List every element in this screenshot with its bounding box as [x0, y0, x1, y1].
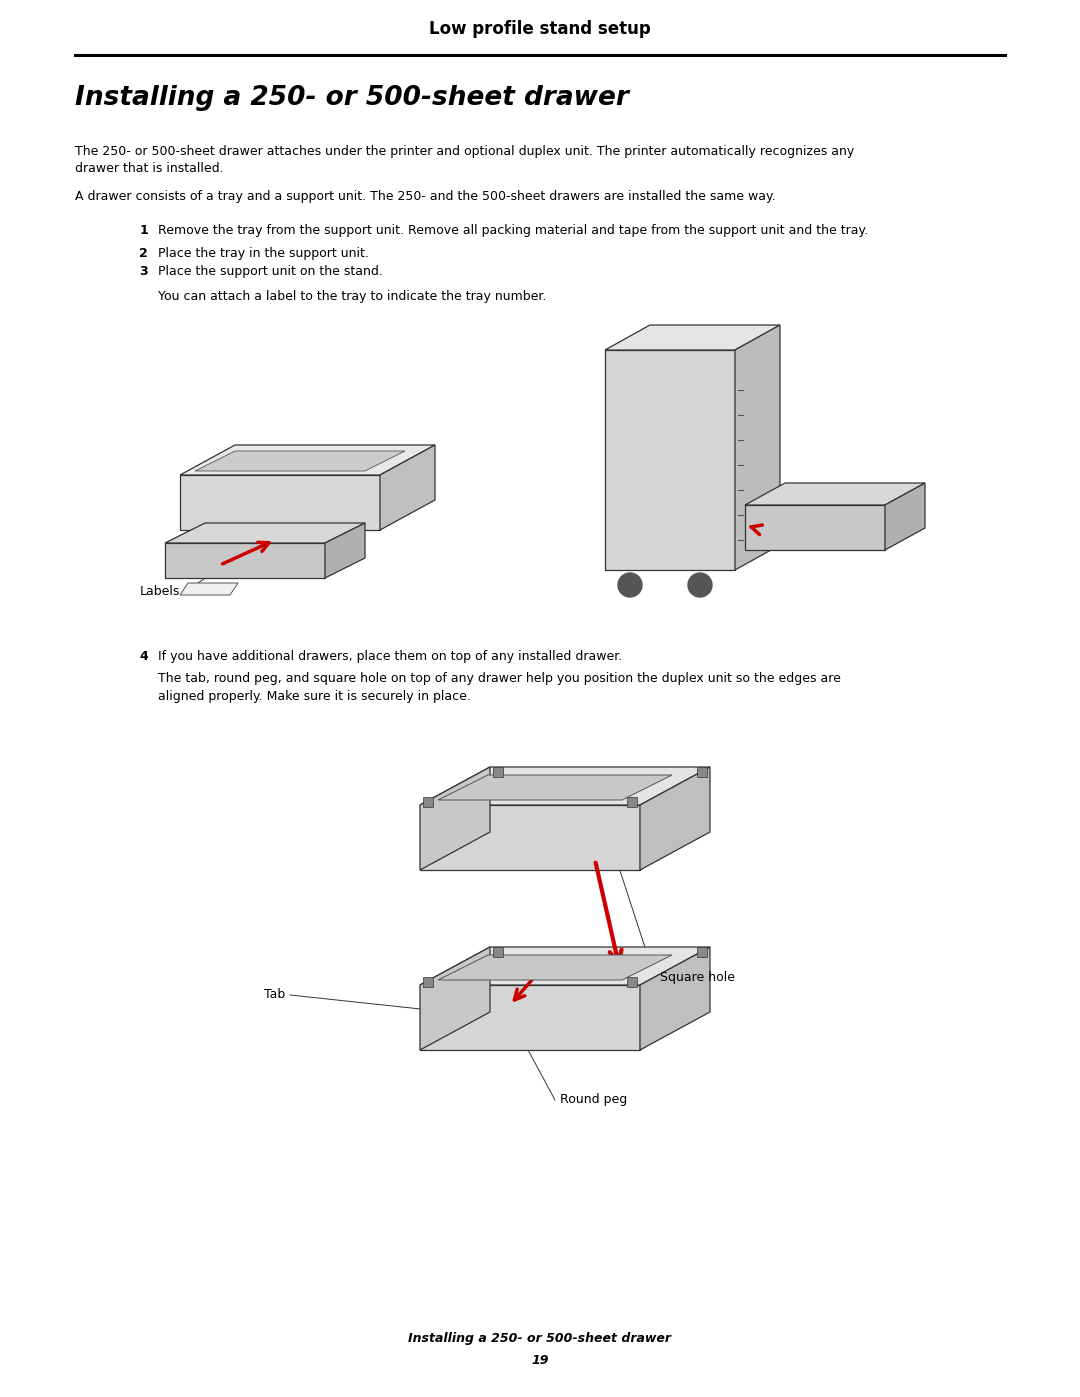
Bar	[423, 798, 433, 807]
Polygon shape	[380, 446, 435, 529]
Text: 1: 1	[139, 224, 148, 237]
Text: Installing a 250- or 500-sheet drawer: Installing a 250- or 500-sheet drawer	[408, 1331, 672, 1345]
Text: 4: 4	[139, 650, 148, 664]
Text: Low profile stand setup: Low profile stand setup	[429, 20, 651, 38]
Text: The tab, round peg, and square hole on top of any drawer help you position the d: The tab, round peg, and square hole on t…	[158, 672, 841, 685]
Polygon shape	[605, 326, 780, 351]
Text: Place the support unit on the stand.: Place the support unit on the stand.	[158, 265, 383, 278]
Polygon shape	[420, 767, 710, 805]
Text: Labels: Labels	[140, 585, 180, 598]
Circle shape	[688, 573, 712, 597]
Text: 2: 2	[139, 247, 148, 260]
Bar	[492, 767, 503, 777]
Bar	[697, 947, 707, 957]
Polygon shape	[605, 351, 735, 570]
Polygon shape	[735, 326, 780, 570]
Polygon shape	[180, 446, 435, 475]
Text: You can attach a label to the tray to indicate the tray number.: You can attach a label to the tray to in…	[158, 291, 546, 303]
Text: Remove the tray from the support unit. Remove all packing material and tape from: Remove the tray from the support unit. R…	[158, 224, 868, 237]
Text: Tab: Tab	[264, 989, 285, 1002]
Polygon shape	[195, 451, 405, 471]
Text: drawer that is installed.: drawer that is installed.	[75, 162, 224, 175]
Text: 19: 19	[531, 1354, 549, 1368]
Polygon shape	[640, 767, 710, 870]
Polygon shape	[165, 522, 365, 543]
Bar	[627, 977, 637, 988]
Polygon shape	[165, 543, 325, 578]
Polygon shape	[745, 504, 885, 550]
Circle shape	[618, 573, 642, 597]
Polygon shape	[180, 475, 380, 529]
Text: 3: 3	[139, 265, 148, 278]
Polygon shape	[180, 583, 238, 595]
Polygon shape	[420, 805, 640, 870]
Text: Round peg: Round peg	[561, 1094, 627, 1106]
Polygon shape	[325, 522, 365, 578]
Text: If you have additional drawers, place them on top of any installed drawer.: If you have additional drawers, place th…	[158, 650, 622, 664]
Polygon shape	[420, 985, 640, 1051]
Bar	[492, 947, 503, 957]
Text: aligned properly. Make sure it is securely in place.: aligned properly. Make sure it is secure…	[158, 690, 471, 703]
Polygon shape	[438, 956, 672, 981]
Polygon shape	[438, 775, 672, 800]
Text: A drawer consists of a tray and a support unit. The 250- and the 500-sheet drawe: A drawer consists of a tray and a suppor…	[75, 190, 775, 203]
Text: Square hole: Square hole	[660, 971, 735, 985]
Text: Installing a 250- or 500-sheet drawer: Installing a 250- or 500-sheet drawer	[75, 85, 629, 110]
Polygon shape	[420, 767, 490, 870]
Polygon shape	[745, 483, 924, 504]
Polygon shape	[885, 483, 924, 550]
Polygon shape	[640, 947, 710, 1051]
Polygon shape	[420, 947, 710, 985]
Bar	[627, 798, 637, 807]
Polygon shape	[420, 947, 490, 1051]
Text: Place the tray in the support unit.: Place the tray in the support unit.	[158, 247, 369, 260]
Bar	[423, 977, 433, 988]
Bar	[697, 767, 707, 777]
Text: The 250- or 500-sheet drawer attaches under the printer and optional duplex unit: The 250- or 500-sheet drawer attaches un…	[75, 145, 854, 158]
